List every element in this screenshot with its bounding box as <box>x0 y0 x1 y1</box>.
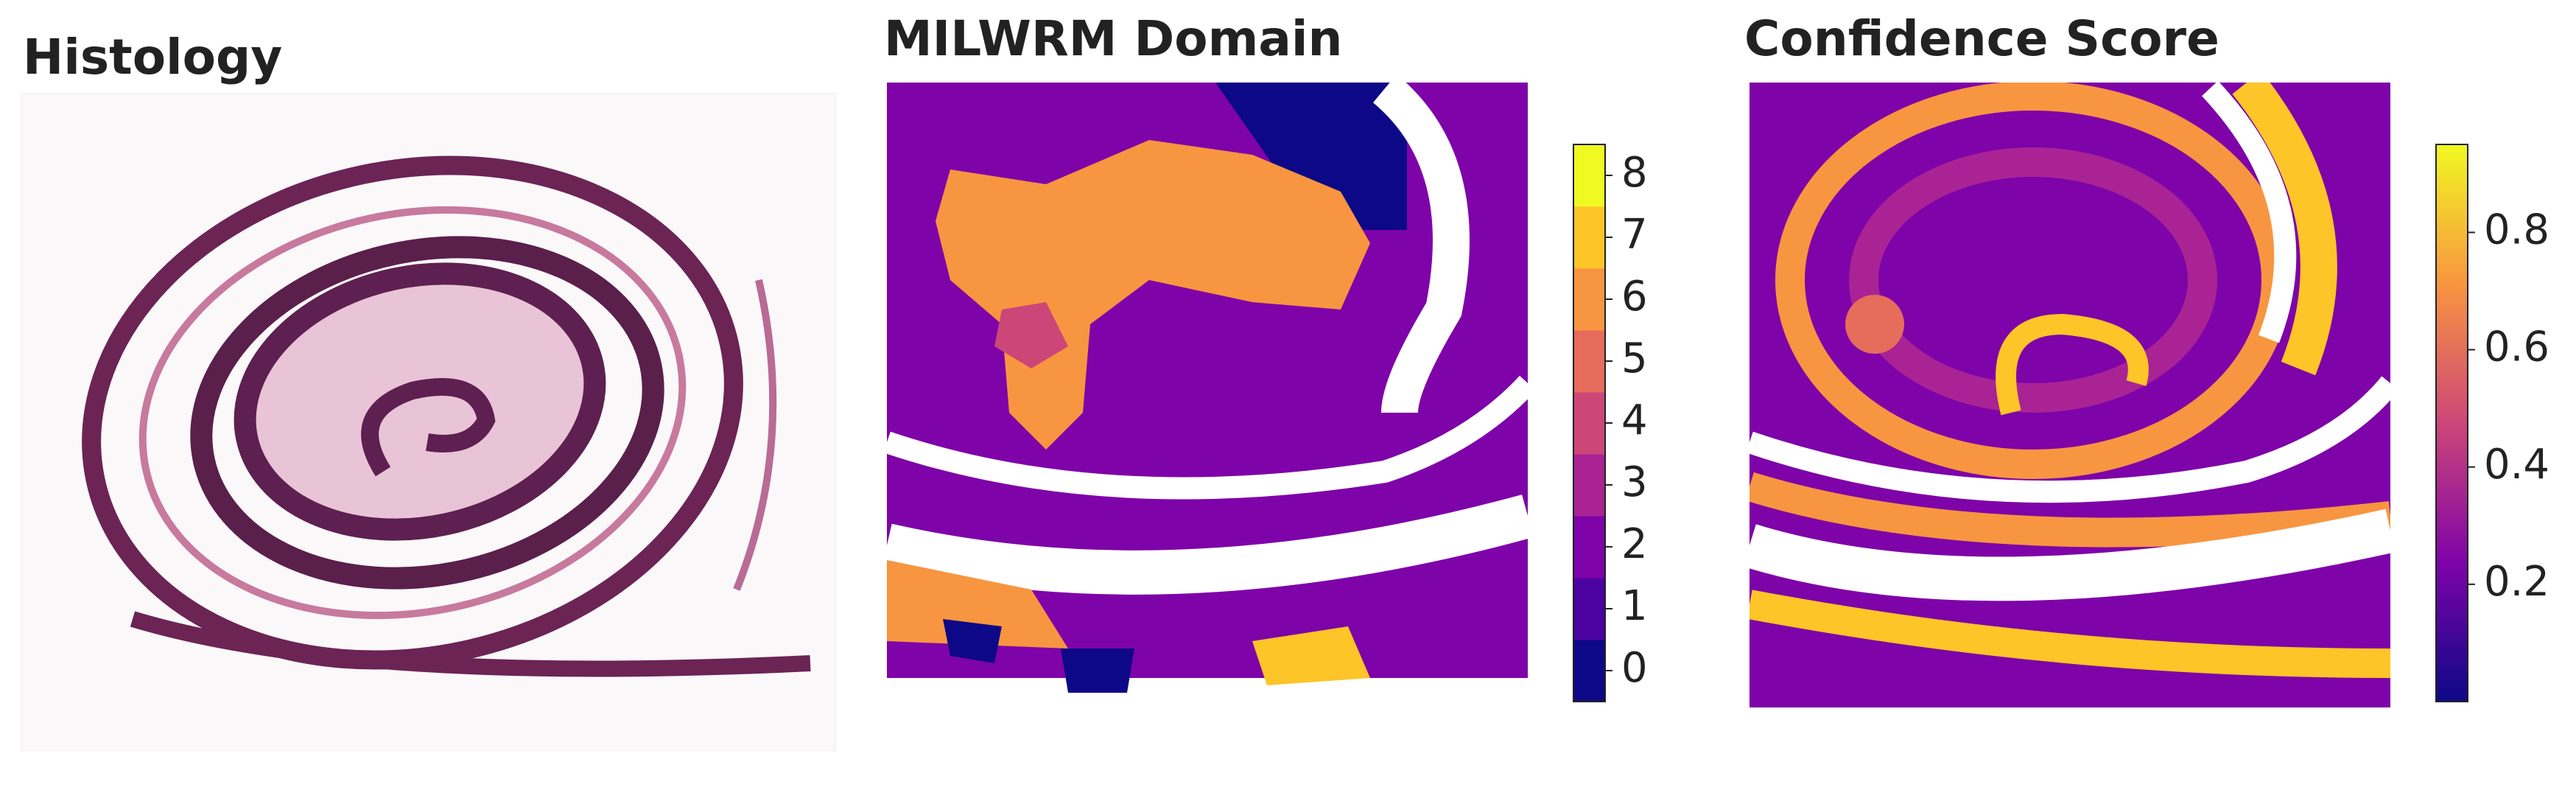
colorbar-fill <box>2436 144 2468 702</box>
colorbar-segment <box>1573 268 1605 331</box>
colorbar-tick-label: 7 <box>1621 211 1648 259</box>
colorbar-segment <box>1573 206 1605 269</box>
colorbar-frame <box>2435 144 2468 702</box>
panel-title: MILWRM Domain <box>884 10 1343 67</box>
colorbar-segment <box>1573 516 1605 578</box>
panel-title: Confidence Score <box>1744 10 2219 67</box>
colorbar-tick-label: 0.8 <box>2484 206 2549 254</box>
colorbar-tick-label: 0.4 <box>2484 441 2549 489</box>
colorbar-tick-label: 0.6 <box>2484 324 2549 371</box>
colorbar-segment <box>1573 330 1605 393</box>
colorbar-segment <box>1573 454 1605 517</box>
colorbar-tick-label: 0.2 <box>2484 558 2549 606</box>
colorbar-tick-label: 2 <box>1621 520 1648 568</box>
colorbar-tick-label: 3 <box>1621 458 1648 506</box>
colorbar-segment <box>1573 144 1605 207</box>
confidence-map <box>1749 83 2390 724</box>
colorbar-tick-label: 4 <box>1621 396 1648 444</box>
panel-title: Histology <box>23 29 282 85</box>
colorbar-tick-label: 5 <box>1621 335 1648 382</box>
colorbar-segment <box>1573 640 1605 702</box>
histology-image <box>21 93 837 752</box>
domain-map <box>887 83 1528 719</box>
colorbar-tick-label: 1 <box>1621 582 1648 630</box>
colorbar-tick-label: 8 <box>1621 149 1648 197</box>
colorbar-segment <box>1573 392 1605 455</box>
colorbar-tick-label: 0 <box>1621 644 1648 692</box>
colorbar-tick-label: 6 <box>1621 273 1648 321</box>
colorbar-segment <box>1573 578 1605 640</box>
